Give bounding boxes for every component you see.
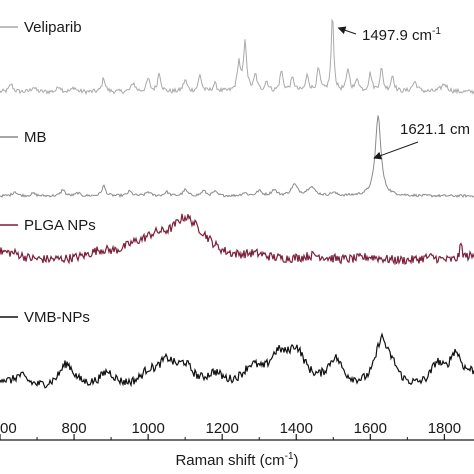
- annotation-label-1: 1621.1 cm: [400, 121, 470, 138]
- x-tick-label-5: 1600: [354, 420, 387, 437]
- x-tick-label-3: 1200: [206, 420, 239, 437]
- annotation-arrow-1: [373, 141, 419, 160]
- x-tick-label-6: 1800: [428, 420, 461, 437]
- legend-label-1: MB: [24, 129, 47, 146]
- annotation-label-0: 1497.9 cm-1: [362, 26, 441, 44]
- annotation-arrow-0: [337, 26, 357, 35]
- series-line-veliparib: [0, 18, 474, 96]
- legend-label-3: VMB-NPs: [24, 309, 90, 326]
- x-tick-label-2: 1000: [131, 420, 164, 437]
- x-tick-label-1: 800: [62, 420, 87, 437]
- legend: Veliparib MB PLGA NPs VMB-NPs: [0, 19, 96, 326]
- series-line-mb: [0, 115, 474, 198]
- legend-label-2: PLGA NPs: [24, 217, 96, 234]
- series-line-vmb-nps: [0, 332, 474, 389]
- spectra-traces: [0, 18, 474, 389]
- series-line-plga-nps: [0, 213, 474, 266]
- x-axis-ticks: 00 800 1000 1200 1400 1600 1800: [0, 420, 461, 440]
- peak-annotations: 1497.9 cm-1 1621.1 cm: [337, 26, 470, 160]
- x-axis-label: Raman shift (cm-1): [175, 451, 298, 469]
- legend-label-0: Veliparib: [24, 19, 82, 36]
- x-tick-label-4: 1400: [280, 420, 313, 437]
- x-tick-label-0: 00: [0, 420, 17, 437]
